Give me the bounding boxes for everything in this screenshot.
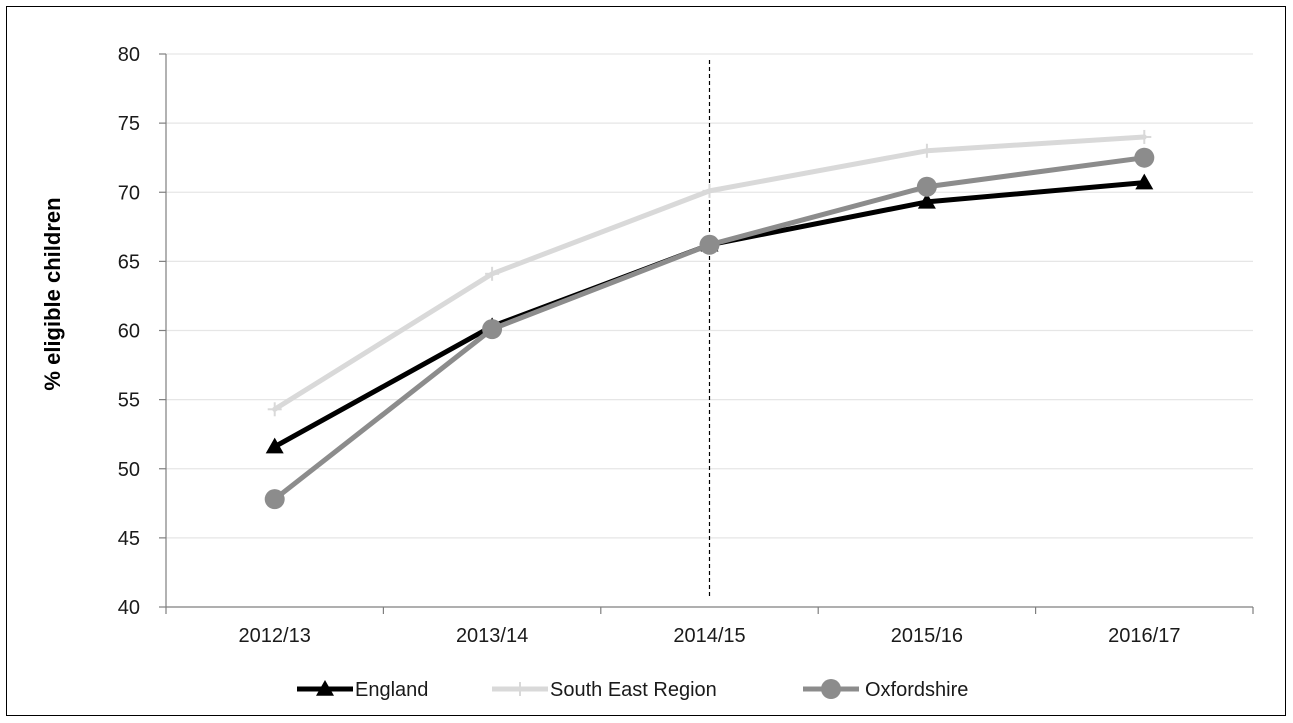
chart-frame (6, 6, 1286, 716)
data-point-triangle (316, 680, 334, 696)
y-tick-label: 65 (118, 251, 140, 273)
y-tick-label: 45 (118, 528, 140, 550)
data-point-plus (267, 402, 282, 417)
y-tick-label: 75 (118, 113, 140, 135)
legend-item: England (297, 679, 428, 701)
series-group (264, 129, 1155, 510)
data-point-circle (1134, 147, 1155, 168)
x-tick-label: 2012/13 (239, 625, 311, 647)
y-tick-label: 40 (118, 597, 140, 619)
x-tick-label: 2015/16 (891, 625, 963, 647)
data-point-plus (919, 143, 934, 158)
y-tick-label: 70 (118, 182, 140, 204)
legend-label: Oxfordshire (865, 679, 968, 701)
legend-item: Oxfordshire (803, 679, 968, 701)
data-point-plus (1137, 129, 1152, 144)
x-tick-label: 2016/17 (1108, 625, 1180, 647)
x-tick-label: 2014/15 (673, 625, 745, 647)
y-tick-label: 55 (118, 390, 140, 412)
data-point-triangle (1135, 173, 1154, 190)
data-point-plus (702, 183, 717, 198)
legend-label: England (355, 679, 428, 701)
legend-label: South East Region (550, 679, 717, 701)
y-tick-label: 50 (118, 459, 140, 481)
data-point-triangle (265, 437, 284, 454)
axes: 40 45 50 55 60 65 70 75 80 2012/13 2013/14 2014/15 2… (118, 44, 1254, 647)
y-tick-label: 60 (118, 321, 140, 343)
data-point-circle (821, 679, 841, 699)
data-point-circle (916, 176, 937, 197)
y-tick-label: 80 (118, 44, 140, 66)
data-point-plus (485, 266, 500, 281)
y-axis-label: % eligible children (40, 197, 65, 390)
data-point-triangle (917, 192, 936, 209)
series-oxfordshire (264, 147, 1155, 510)
x-tick-label: 2013/14 (456, 625, 528, 647)
legend: England South East Region Oxfordshire (297, 679, 968, 701)
data-point-circle (482, 319, 503, 340)
legend-item: South East Region (492, 679, 717, 701)
data-point-circle (699, 234, 720, 255)
data-point-plus (513, 682, 527, 696)
series-south-east-region (267, 129, 1152, 417)
data-point-circle (264, 489, 285, 510)
